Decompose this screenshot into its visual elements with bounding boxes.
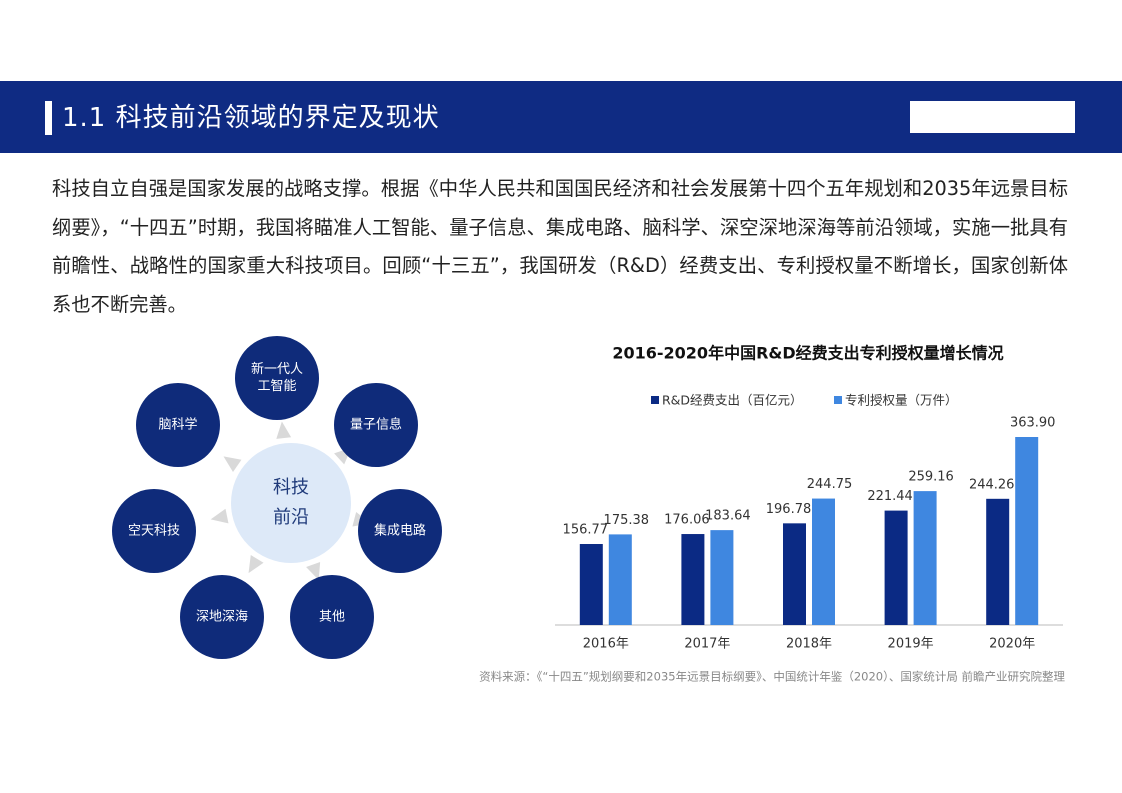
value-label: 156.77 [563, 523, 609, 538]
header-bar: 1.1 科技前沿领域的界定及现状 [0, 81, 1122, 153]
bar [884, 510, 908, 625]
x-tick-label: 2020年 [989, 637, 1035, 652]
node-circle [180, 575, 264, 659]
bar [579, 544, 603, 625]
center-label: 前沿 [273, 507, 309, 528]
value-label: 244.75 [807, 477, 853, 492]
node-label: 量子信息 [350, 417, 402, 433]
node-label: 深地深海 [196, 610, 248, 625]
value-label: 176.06 [664, 513, 710, 528]
value-label: 221.44 [867, 489, 913, 504]
value-label: 244.26 [969, 477, 1015, 492]
source-note: 资料来源：《“十四五”规划纲要和2035年远景目标纲要》、中国统计年鉴（2020… [479, 670, 1065, 684]
node-circle [112, 489, 196, 573]
intro-paragraph: 科技自立自强是国家发展的战略支撑。根据《中华人民共和国国民经济和社会发展第十四个… [52, 177, 1068, 316]
node-label: 新一代人 [251, 361, 303, 377]
bar [783, 523, 806, 625]
arrow [306, 561, 321, 581]
header-title: 1.1 科技前沿领域的界定及现状 [62, 103, 440, 133]
center-label: 科技 [273, 477, 309, 498]
x-tick-label: 2016年 [583, 637, 629, 652]
legend-label: R&D经费支出（百亿元） [662, 393, 803, 408]
header-box [910, 101, 1075, 133]
arrow [248, 555, 264, 574]
bar [608, 534, 632, 625]
node-label: 工智能 [257, 379, 296, 394]
arrow [276, 421, 292, 439]
node-label: 脑科学 [158, 417, 197, 433]
node-circle [358, 489, 442, 573]
legend-swatch [834, 396, 842, 404]
value-label: 259.16 [908, 470, 954, 485]
bar [913, 491, 937, 625]
arrow [210, 508, 229, 524]
center-circle [231, 443, 351, 563]
value-label: 363.90 [1010, 416, 1056, 431]
legend-swatch [651, 396, 659, 404]
bar [986, 498, 1010, 625]
node-circle [136, 383, 220, 467]
bar [1015, 437, 1039, 625]
arrow [223, 456, 242, 473]
value-label: 196.78 [766, 502, 812, 517]
x-tick-label: 2018年 [786, 637, 832, 652]
node-label: 集成电路 [374, 523, 426, 539]
node-label: 其他 [319, 610, 345, 625]
node-circle [334, 383, 418, 467]
legend-label: 专利授权量（万件） [845, 393, 958, 408]
node-label: 空天科技 [128, 524, 180, 539]
header-accent [45, 101, 52, 135]
bar [710, 530, 734, 625]
chart-title: 2016-2020年中国R&D经费支出专利授权量增长情况 [612, 344, 1003, 363]
node-circle [290, 575, 374, 659]
bar [681, 534, 705, 625]
value-label: 183.64 [705, 509, 751, 524]
bar [812, 498, 835, 625]
value-label: 175.38 [604, 513, 650, 528]
x-tick-label: 2017年 [684, 637, 730, 652]
node-circle [235, 336, 319, 420]
x-tick-label: 2019年 [888, 637, 934, 652]
